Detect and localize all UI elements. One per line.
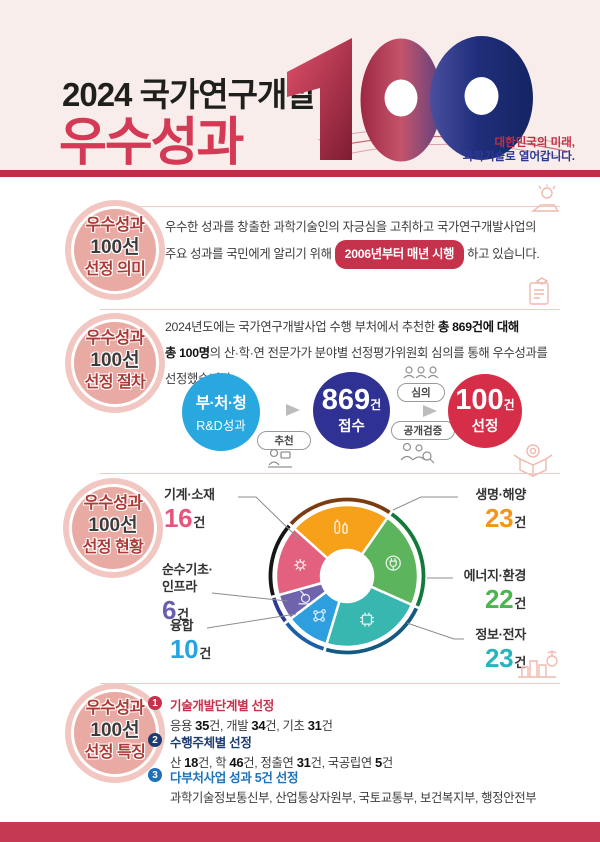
footer-red-bar [0,822,600,842]
badge-inner-circle [71,206,159,294]
section1-text-before-pill: 주요 성과를 국민에게 알리기 위해 [165,247,332,261]
item-body: 응용 35건, 개발 34건, 기초 31건 [170,718,333,733]
section2-text-line1: 2024년도에는 국가연구개발사업 수행 부처에서 추천한 총 869건에 대해 [165,320,519,334]
digit-0-first [360,38,442,162]
item-title: 수행주체별 선정 [170,736,252,750]
digit-0-second [430,36,533,160]
badge-section4: 우수성과 100선 선정 특징 [65,683,165,783]
selected-label: 선정 [471,419,499,435]
badge-section1: 우수성과 100선 선정 의미 [65,200,165,300]
donut-segment-chip [325,585,414,649]
selected-count: 100 [455,384,504,416]
header: 2024 국가연구개발 우수성과 [0,0,600,172]
highlight-pill: 2006년부터 매년 시행 [334,240,465,269]
section1-divider [100,206,560,207]
badge-line3: 선정 특징 [84,744,146,761]
section1-text-line1: 우수한 성과를 창출한 과학기술인의 자긍심을 고취하고 국가연구개발사업의 [165,220,537,234]
emblem-100-graphic [287,36,571,162]
item-number-badge: 3 [148,768,162,782]
donut-outer-arc [389,510,427,609]
badge-line3: 선정 절차 [84,374,146,391]
title-main: 우수성과 [59,114,244,172]
section2-divider [100,309,560,310]
callout-basic-infra: 순수기초· 인프라 6건 [162,562,213,625]
digit-1 [287,38,352,160]
flow-step-selected: 100건 선정 [448,374,522,448]
flow-label-recommend: 추천 [257,431,311,450]
person-idea-icon [530,184,560,212]
received-label: 접수 [338,418,365,435]
callout-energy-environment: 에너지·환경 22건 [463,568,527,614]
item-number-badge: 1 [148,696,162,710]
callout-leader-lines [206,496,464,640]
tagline-line1: 대한민국의 미래, [494,137,575,149]
callout-fusion: 융합 10건 [170,618,211,664]
badge-line1: 우수성과 [85,329,145,347]
callout-mechanics: 기계·소재 16건 [164,487,215,533]
badge-section3: 우수성과 100선 선정 현황 [63,478,163,578]
donut-outer-arcs [267,496,427,656]
document-cube-icon [529,277,549,305]
committee-people-icon [403,366,439,379]
badge-line1: 우수성과 [85,216,145,234]
verification-people-icon [400,442,435,464]
info-electronics-count: 23 [485,643,514,673]
tagline: 대한민국의 미래, 과학기술로 열어갑니다. [410,136,575,164]
flow-label-review: 심의 [397,383,445,402]
mechanics-count: 16 [164,503,193,533]
badge-inner-circle [71,319,159,407]
item-body: 산 18건, 학 46건, 정출연 31건, 국공립연 5건 [170,755,393,770]
item-title: 다부처사업 성과 5건 선정 [170,771,299,785]
flow-step1-line1: 부·처·청 [195,394,247,412]
section2-text-line2: 총 100명의 산·학·연 전문가가 분야별 선정평가위원회 심의를 통해 우수… [165,346,548,360]
basic-infra-count: 6 [162,595,177,625]
donut-segment-bio [292,503,389,560]
badge-line2: 100선 [90,720,140,741]
badge-line3: 선정 의미 [84,261,146,278]
category-donut-chart [206,496,464,656]
item-body: 과학기술정보통신부, 산업통상자원부, 국토교통부, 보건복지부, 행정안전부 [170,791,537,805]
badge-line1: 우수성과 [85,699,145,717]
donut-outer-arc [270,595,289,624]
arrow-right-icon [401,405,437,417]
badge-inner-circle [69,484,157,572]
badge-line2: 100선 [90,237,140,258]
flow-step-received: 869건 접수 [313,372,390,449]
badge-line2: 100선 [88,515,138,536]
tagline-line2: 과학기술로 열어갑니다. [462,151,575,163]
callout-bio-marine: 생명·해양 23건 [475,487,526,533]
badge-section2: 우수성과 100선 선정 절차 [65,313,165,413]
badge-line2: 100선 [90,350,140,371]
section4-divider [100,683,560,684]
arrow-right-icon [264,404,300,416]
section1-text-line2: 주요 성과를 국민에게 알리기 위해 2006년부터 매년 시행 하고 있습니다. [165,240,565,269]
fusion-count: 10 [170,634,199,664]
badge-line3: 선정 현황 [82,539,144,556]
donut-outer-arc [283,620,326,653]
flow-step-source: 부·처·청 R&D성과 [182,373,260,451]
callout-info-electronics: 정보·전자 23건 [475,627,526,673]
donut-outer-arc [324,606,420,656]
bio-marine-count: 23 [485,503,514,533]
donut-outer-arc [287,496,393,527]
flow-label-verification: 공개검증 [391,421,455,440]
received-count: 869 [321,383,371,416]
item-number-badge: 2 [148,733,162,747]
energy-environment-count: 22 [485,584,514,614]
title-year: 2024 국가연구개발 [62,76,317,113]
flow-step1-line2: R&D성과 [196,418,246,433]
section1-text: 우수한 성과를 창출한 과학기술인의 자긍심을 고취하고 국가연구개발사업의 주… [165,214,565,269]
section1-text-after-pill: 하고 있습니다. [467,247,540,261]
item-title: 기술개발단계별 선정 [170,699,274,713]
recommend-desk-icon [268,448,292,468]
donut-outer-arc [267,522,293,598]
section3-divider [100,473,560,474]
city-antenna-icon [518,650,558,678]
gift-box-icon [513,444,553,478]
badge-line1: 우수성과 [83,494,143,512]
header-red-bar [0,170,600,177]
